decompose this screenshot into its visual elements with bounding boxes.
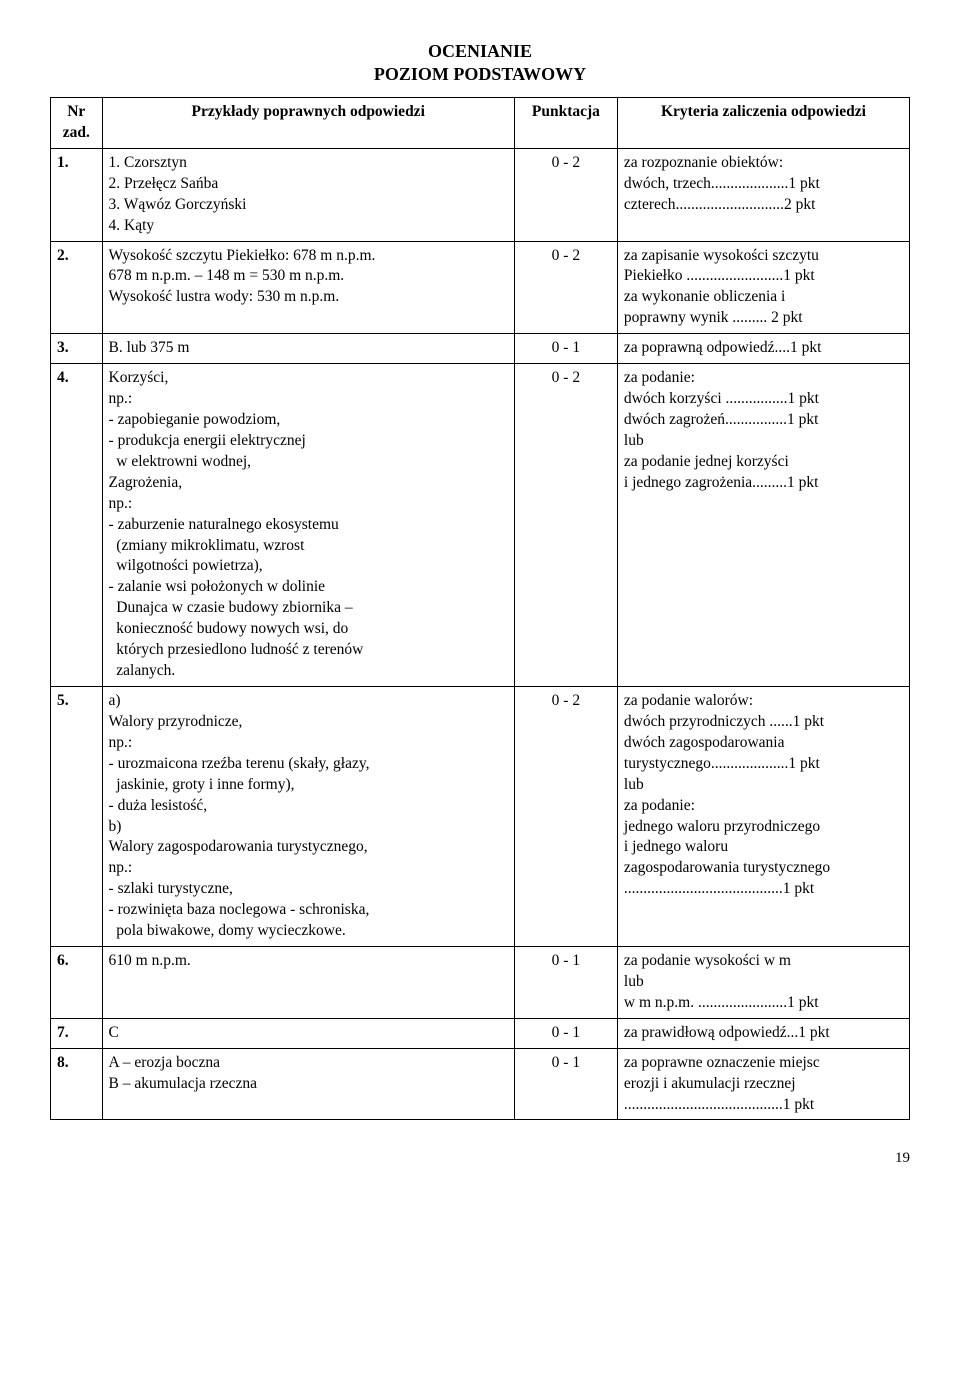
doc-title: OCENIANIE POZIOM PODSTAWOWY (50, 40, 910, 85)
title-line-1: OCENIANIE (50, 40, 910, 63)
cell-answer: Wysokość szczytu Piekiełko: 678 m n.p.m.… (102, 241, 514, 334)
table-row: 8.A – erozja boczna B – akumulacja rzecz… (51, 1048, 910, 1120)
title-line-2: POZIOM PODSTAWOWY (50, 63, 910, 86)
cell-points: 0 - 1 (514, 1048, 617, 1120)
cell-points: 0 - 1 (514, 947, 617, 1019)
cell-points: 0 - 2 (514, 241, 617, 334)
cell-answer: B. lub 375 m (102, 334, 514, 364)
cell-num: 8. (51, 1048, 103, 1120)
cell-answer: A – erozja boczna B – akumulacja rzeczna (102, 1048, 514, 1120)
cell-criteria: za poprawne oznaczenie miejsc erozji i a… (617, 1048, 909, 1120)
cell-criteria: za poprawną odpowiedź....1 pkt (617, 334, 909, 364)
cell-points: 0 - 2 (514, 686, 617, 946)
cell-criteria: za podanie: dwóch korzyści .............… (617, 364, 909, 687)
cell-answer: C (102, 1018, 514, 1048)
page-number: 19 (50, 1150, 910, 1167)
cell-answer: 1. Czorsztyn 2. Przełęcz Sańba 3. Wąwóz … (102, 148, 514, 241)
table-header-row: Nr zad. Przykłady poprawnych odpowiedzi … (51, 98, 910, 149)
cell-num: 1. (51, 148, 103, 241)
cell-criteria: za prawidłową odpowiedź...1 pkt (617, 1018, 909, 1048)
table-row: 5.a) Walory przyrodnicze, np.: - urozmai… (51, 686, 910, 946)
table-row: 4.Korzyści, np.: - zapobieganie powodzio… (51, 364, 910, 687)
col-header-ans: Przykłady poprawnych odpowiedzi (102, 98, 514, 149)
cell-answer: Korzyści, np.: - zapobieganie powodziom,… (102, 364, 514, 687)
cell-criteria: za zapisanie wysokości szczytu Piekiełko… (617, 241, 909, 334)
col-header-crit: Kryteria zaliczenia odpowiedzi (617, 98, 909, 149)
table-row: 6.610 m n.p.m.0 - 1za podanie wysokości … (51, 947, 910, 1019)
cell-answer: 610 m n.p.m. (102, 947, 514, 1019)
cell-answer: a) Walory przyrodnicze, np.: - urozmaico… (102, 686, 514, 946)
cell-points: 0 - 2 (514, 364, 617, 687)
col-header-num: Nr zad. (51, 98, 103, 149)
cell-num: 4. (51, 364, 103, 687)
cell-points: 0 - 1 (514, 1018, 617, 1048)
table-row: 2.Wysokość szczytu Piekiełko: 678 m n.p.… (51, 241, 910, 334)
cell-criteria: za rozpoznanie obiektów: dwóch, trzech..… (617, 148, 909, 241)
table-row: 1.1. Czorsztyn 2. Przełęcz Sańba 3. Wąwó… (51, 148, 910, 241)
cell-num: 7. (51, 1018, 103, 1048)
cell-criteria: za podanie wysokości w m lub w m n.p.m. … (617, 947, 909, 1019)
table-row: 3.B. lub 375 m0 - 1za poprawną odpowiedź… (51, 334, 910, 364)
grading-table: Nr zad. Przykłady poprawnych odpowiedzi … (50, 97, 910, 1120)
cell-points: 0 - 2 (514, 148, 617, 241)
table-row: 7.C0 - 1za prawidłową odpowiedź...1 pkt (51, 1018, 910, 1048)
cell-num: 3. (51, 334, 103, 364)
cell-num: 5. (51, 686, 103, 946)
cell-num: 6. (51, 947, 103, 1019)
cell-points: 0 - 1 (514, 334, 617, 364)
cell-num: 2. (51, 241, 103, 334)
col-header-pts: Punktacja (514, 98, 617, 149)
cell-criteria: za podanie walorów: dwóch przyrodniczych… (617, 686, 909, 946)
